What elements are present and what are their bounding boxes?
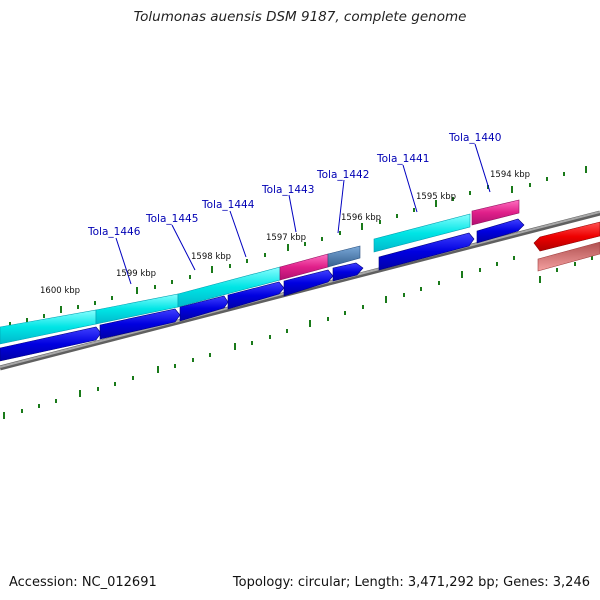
reverse-strand-genes <box>0 218 600 362</box>
kbp-label-1597: 1597 kbp <box>266 233 306 243</box>
gene-label-tola-1443: Tola_1443 <box>261 184 314 196</box>
gene-label-tola-1441: Tola_1441 <box>376 153 429 165</box>
reverse-gene-1 <box>0 326 102 362</box>
kbp-label-1598: 1598 kbp <box>191 252 231 262</box>
kbp-label-1600: 1600 kbp <box>40 286 80 296</box>
gene-label-leaders <box>115 143 491 285</box>
kbp-label-1599: 1599 kbp <box>116 269 156 279</box>
kbp-label-1594: 1594 kbp <box>490 170 530 180</box>
reverse-gene-7 <box>378 232 475 271</box>
map-title: Tolumonas auensis DSM 9187, complete gen… <box>133 9 467 25</box>
inner-tick-ring <box>3 256 593 419</box>
pink-feature <box>537 241 600 272</box>
reverse-gene-8 <box>476 218 525 244</box>
gene-labels: Tola_1446 Tola_1445 Tola_1444 Tola_1443 … <box>87 132 501 238</box>
accession-label: Accession: NC_012691 <box>9 575 157 590</box>
gene-red-feature <box>533 221 600 252</box>
gene-tola-1440-feature <box>471 199 520 226</box>
gene-label-tola-1440: Tola_1440 <box>448 132 501 144</box>
kbp-labels: 1600 kbp 1599 kbp 1598 kbp 1597 kbp 1596… <box>40 170 530 296</box>
gene-label-tola-1446: Tola_1446 <box>87 226 141 238</box>
genome-summary: Topology: circular; Length: 3,471,292 bp… <box>232 575 590 590</box>
reverse-gene-3 <box>179 295 229 322</box>
gene-label-tola-1444: Tola_1444 <box>201 199 255 211</box>
reverse-gene-6 <box>332 262 364 282</box>
reverse-gene-4 <box>227 281 285 310</box>
outer-tick-ring <box>9 166 587 326</box>
reverse-gene-5 <box>283 269 334 297</box>
reverse-gene-2 <box>99 308 181 340</box>
kbp-label-1595: 1595 kbp <box>416 192 456 202</box>
gene-label-tola-1445: Tola_1445 <box>145 213 198 225</box>
gene-tola-1442-feature <box>327 245 361 268</box>
forward-strand-genes <box>0 199 600 345</box>
gene-label-tola-1442: Tola_1442 <box>316 169 369 181</box>
gene-tola-1441-feature <box>373 213 471 253</box>
kbp-label-1596: 1596 kbp <box>341 213 381 223</box>
